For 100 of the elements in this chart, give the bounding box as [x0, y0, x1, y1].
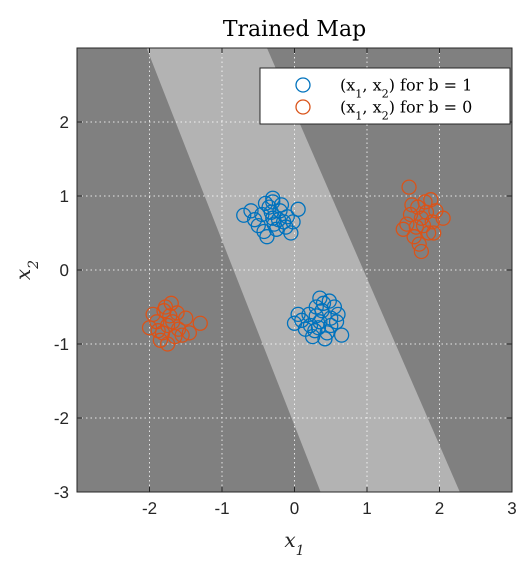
point — [192, 316, 208, 331]
y-tick-label: -2 — [54, 408, 69, 428]
point — [323, 318, 338, 334]
point — [246, 212, 262, 228]
point — [286, 316, 302, 331]
point — [169, 305, 185, 321]
point — [149, 314, 164, 330]
point — [280, 209, 295, 224]
y-tick-label: 1 — [60, 186, 69, 206]
point — [417, 194, 433, 210]
point — [278, 219, 294, 235]
point — [160, 318, 176, 334]
point — [328, 314, 344, 330]
point — [264, 204, 279, 220]
point — [294, 312, 310, 328]
point — [283, 225, 299, 241]
legend-label: (x$_{1}$, x$_{2}$) for b = 1 — [340, 76, 472, 100]
x-tick-label: 2 — [434, 499, 444, 518]
point — [414, 210, 430, 226]
x-tick-label: -2 — [142, 499, 158, 518]
point — [266, 216, 282, 232]
point — [236, 208, 252, 223]
point — [164, 296, 179, 311]
point — [265, 210, 280, 226]
point — [418, 204, 434, 220]
x-tick-label: 3 — [507, 499, 517, 518]
point — [268, 222, 284, 237]
point — [165, 314, 180, 330]
point — [326, 299, 342, 315]
point — [298, 322, 314, 337]
point — [256, 224, 272, 240]
point — [408, 219, 424, 235]
point — [435, 210, 451, 226]
point — [290, 306, 306, 322]
point — [290, 202, 306, 217]
point — [162, 308, 178, 324]
x-tick-label: 0 — [290, 499, 300, 518]
point — [323, 310, 338, 326]
point — [420, 225, 436, 241]
point — [154, 325, 170, 341]
point — [334, 327, 350, 343]
point — [156, 303, 172, 318]
point — [259, 229, 275, 244]
point — [396, 222, 411, 237]
point — [250, 218, 266, 234]
point — [160, 336, 176, 352]
point — [424, 214, 440, 230]
chart-title: Trained Map — [222, 17, 366, 42]
point — [426, 225, 442, 241]
point — [270, 212, 286, 228]
point — [414, 244, 430, 260]
point — [412, 236, 427, 252]
point — [167, 328, 183, 344]
point — [152, 332, 168, 348]
point — [310, 320, 326, 336]
point — [182, 325, 198, 341]
point — [301, 306, 317, 322]
point — [304, 328, 320, 344]
point — [261, 199, 277, 215]
point — [276, 214, 292, 230]
point — [145, 306, 161, 322]
y-tick-label: 2 — [60, 112, 69, 132]
point — [423, 192, 438, 208]
legend-label: (x$_{1}$, x$_{2}$) for b = 0 — [340, 98, 472, 122]
point — [178, 310, 194, 326]
point — [272, 203, 288, 218]
point — [410, 199, 426, 215]
y-tick-label: 0 — [60, 260, 69, 280]
x-axis-title: x$_{1}$ — [284, 528, 305, 559]
point — [402, 206, 418, 222]
point — [308, 308, 324, 324]
point — [243, 203, 259, 218]
point — [406, 229, 422, 244]
point — [142, 320, 158, 336]
x-tick-label: 1 — [362, 499, 372, 518]
point — [265, 190, 280, 206]
y-tick-label: -3 — [54, 482, 69, 502]
point — [399, 216, 415, 232]
point — [428, 203, 444, 218]
point — [317, 331, 333, 346]
point — [312, 290, 328, 306]
point — [401, 179, 417, 195]
point — [174, 327, 190, 343]
point — [285, 214, 301, 230]
point — [308, 299, 324, 315]
point — [254, 206, 270, 222]
point — [330, 306, 346, 322]
point — [274, 197, 290, 213]
point — [302, 318, 318, 334]
point — [322, 293, 337, 309]
point — [170, 322, 186, 337]
x-tick-label: -1 — [214, 499, 230, 518]
point — [316, 296, 332, 311]
point — [312, 314, 328, 330]
point — [404, 197, 420, 213]
y-tick-label: -1 — [54, 334, 69, 354]
point — [319, 325, 335, 341]
point — [150, 323, 166, 338]
point — [416, 218, 432, 234]
point — [314, 303, 330, 318]
